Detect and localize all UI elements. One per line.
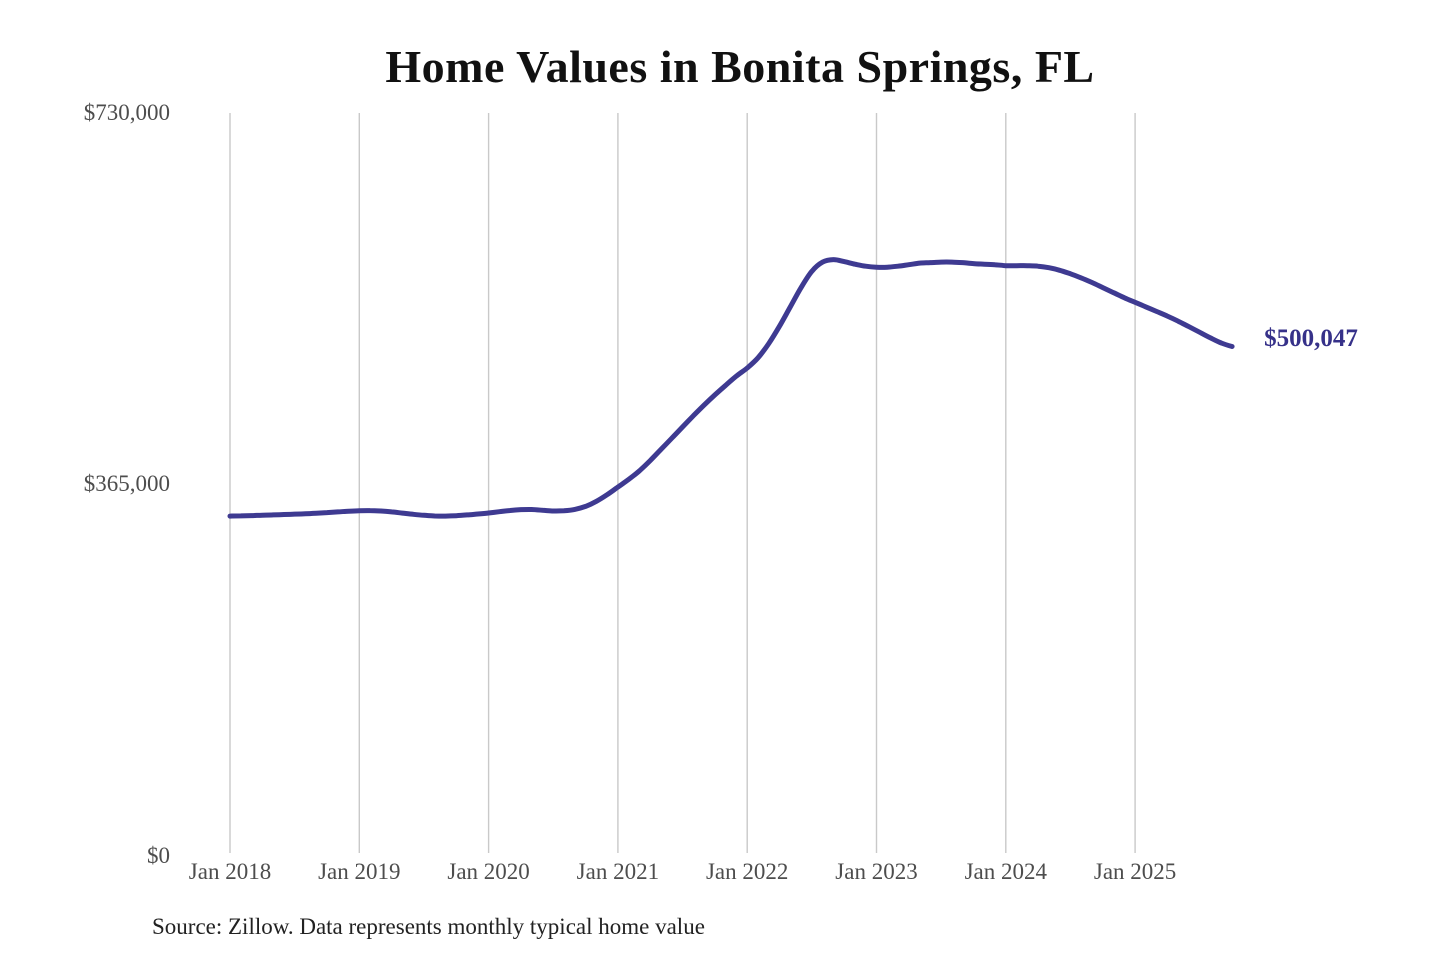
x-tick-label: Jan 2024 xyxy=(964,859,1047,884)
chart-title: Home Values in Bonita Springs, FL xyxy=(385,41,1095,92)
latest-value-label: $500,047 xyxy=(1264,324,1358,352)
x-tick-label: Jan 2025 xyxy=(1093,859,1177,884)
x-tick-label: Jan 2022 xyxy=(705,859,789,884)
x-tick-label: Jan 2021 xyxy=(576,859,660,884)
gridlines xyxy=(229,113,1136,853)
y-tick-label: $365,000 xyxy=(83,471,170,496)
x-tick-label: Jan 2019 xyxy=(318,859,401,884)
x-tick-label: Jan 2018 xyxy=(188,859,272,884)
x-tick-label: Jan 2023 xyxy=(835,859,918,884)
home-value-line xyxy=(227,257,1235,519)
source-note: Source: Zillow. Data represents monthly … xyxy=(152,914,705,939)
y-tick-label: $0 xyxy=(147,842,170,868)
y-tick-label: $730,000 xyxy=(83,99,170,125)
x-tick-label: Jan 2020 xyxy=(447,859,530,884)
